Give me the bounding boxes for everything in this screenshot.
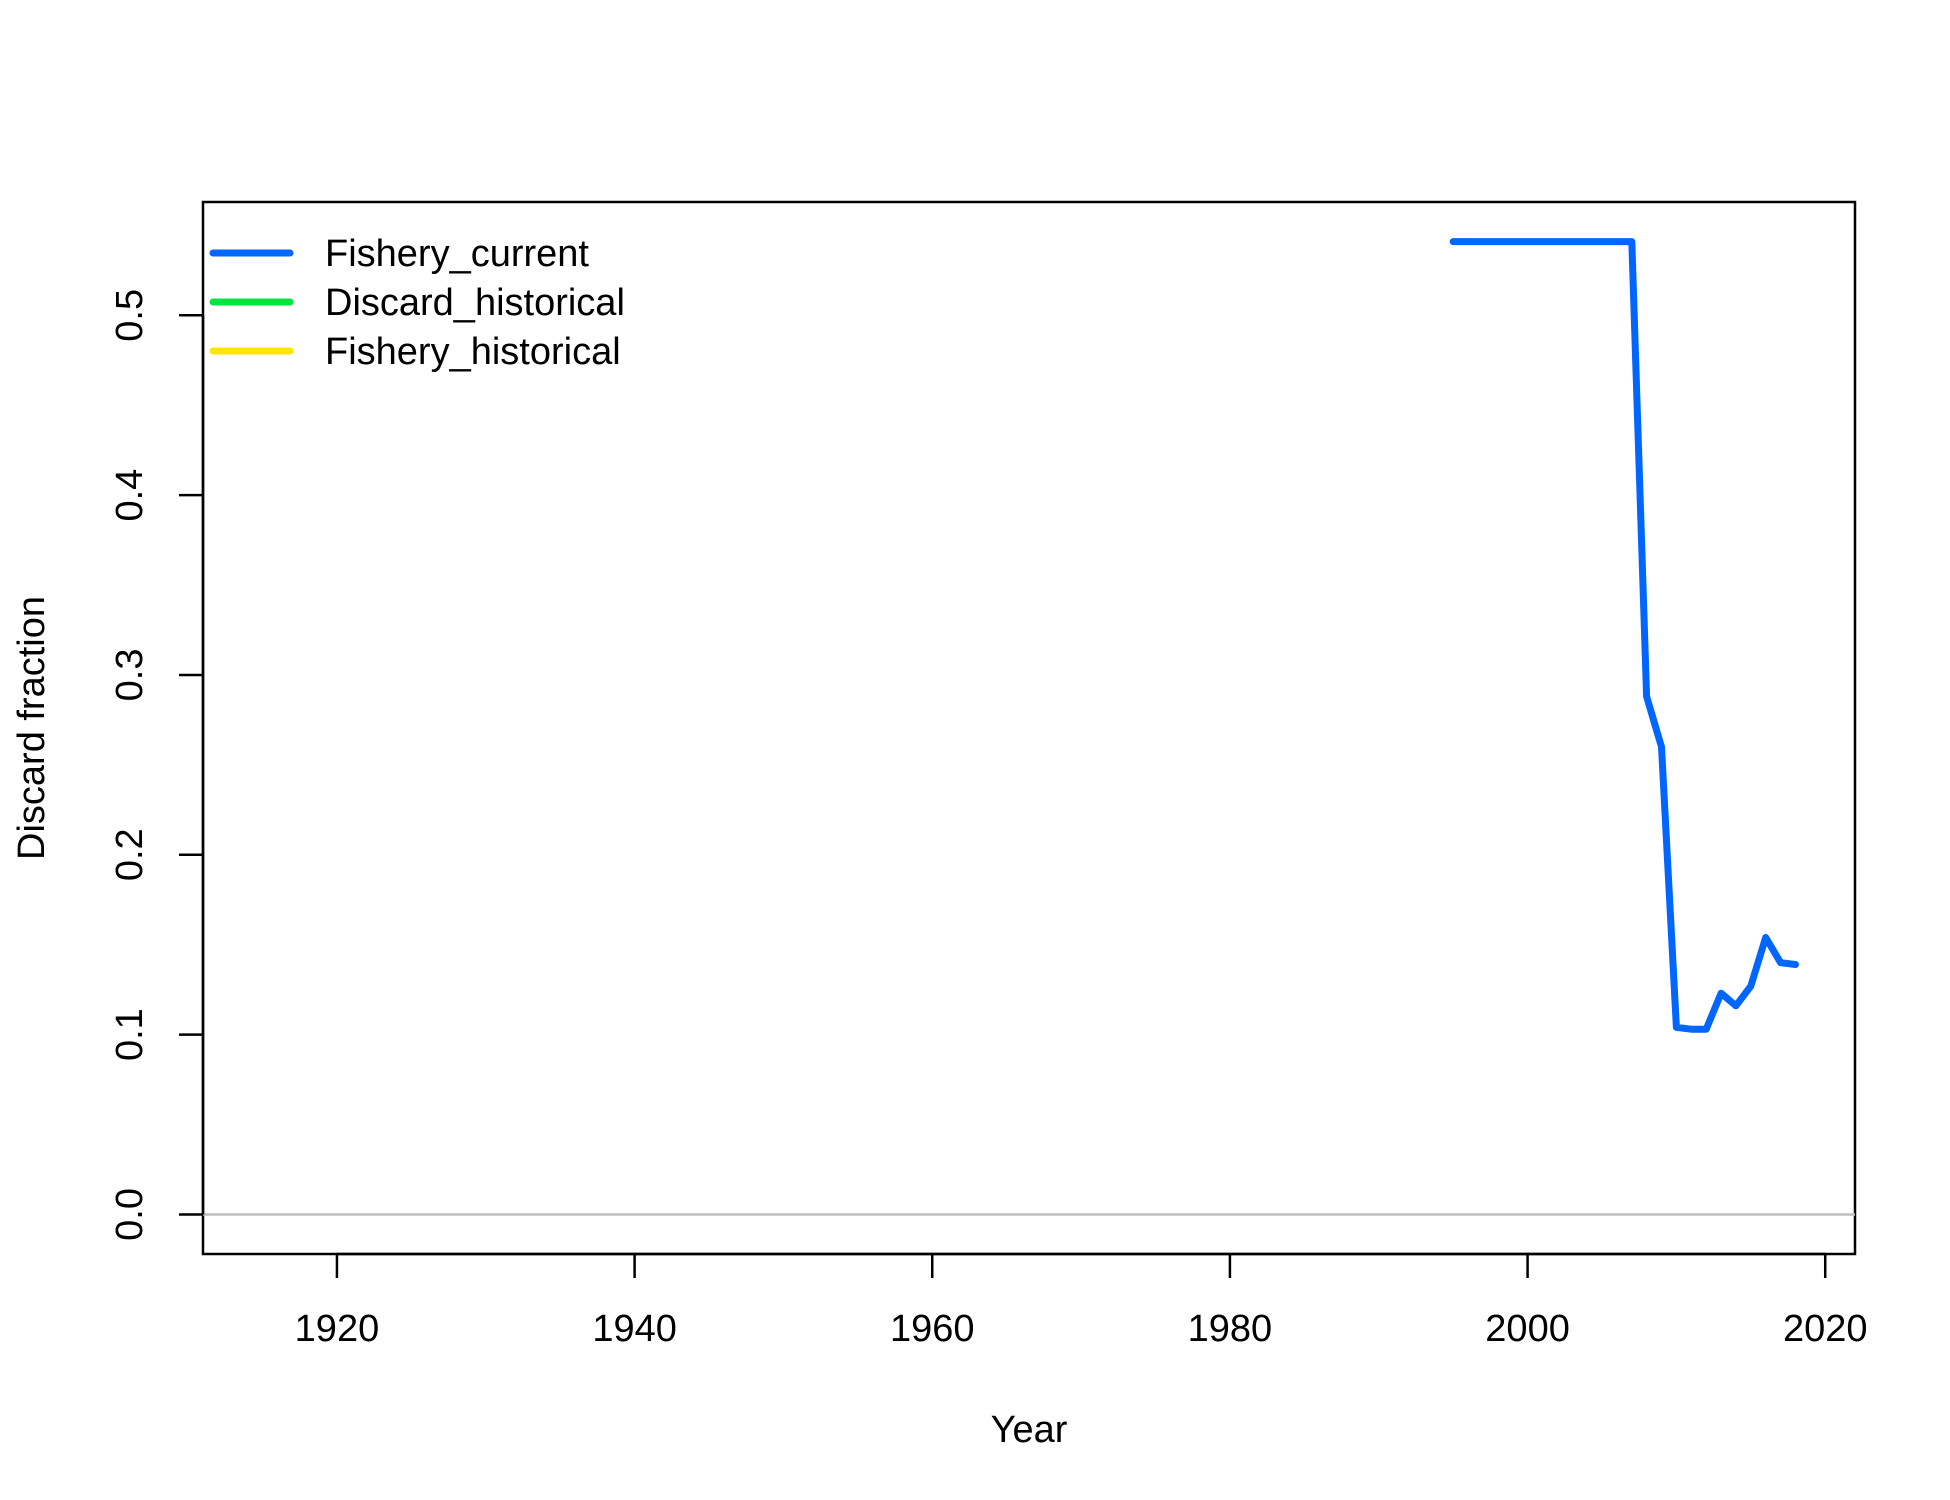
legend-label: Discard_historical [325,282,625,324]
series-line-fishery-current [1449,238,1799,1033]
legend-label: Fishery_historical [325,331,621,373]
x-tick-label: 1920 [295,1308,380,1350]
y-tick-label: 0.5 [109,289,151,342]
x-tick-label: 2000 [1485,1308,1570,1350]
x-axis-label: Year [991,1409,1068,1451]
x-axis: 1920 1940 1960 1980 2000 2020 [295,1252,1868,1350]
legend-label: Fishery_current [325,233,589,275]
y-tick-label: 0.1 [109,1008,151,1061]
y-tick-label: 0.0 [109,1188,151,1241]
x-tick-label: 2020 [1783,1308,1868,1350]
legend: Fishery_current Discard_historical Fishery… [209,233,625,373]
y-axis: 0.0 0.1 0.2 0.3 0.4 0.5 [109,289,205,1241]
x-tick-label: 1960 [890,1308,975,1350]
y-axis-label: Discard fraction [11,596,53,860]
x-tick-label: 1940 [592,1308,677,1350]
y-tick-label: 0.2 [109,828,151,881]
series-layer [1449,238,1799,1033]
y-tick-label: 0.3 [109,649,151,702]
y-tick-label: 0.4 [109,469,151,522]
x-tick-label: 1980 [1188,1308,1273,1350]
